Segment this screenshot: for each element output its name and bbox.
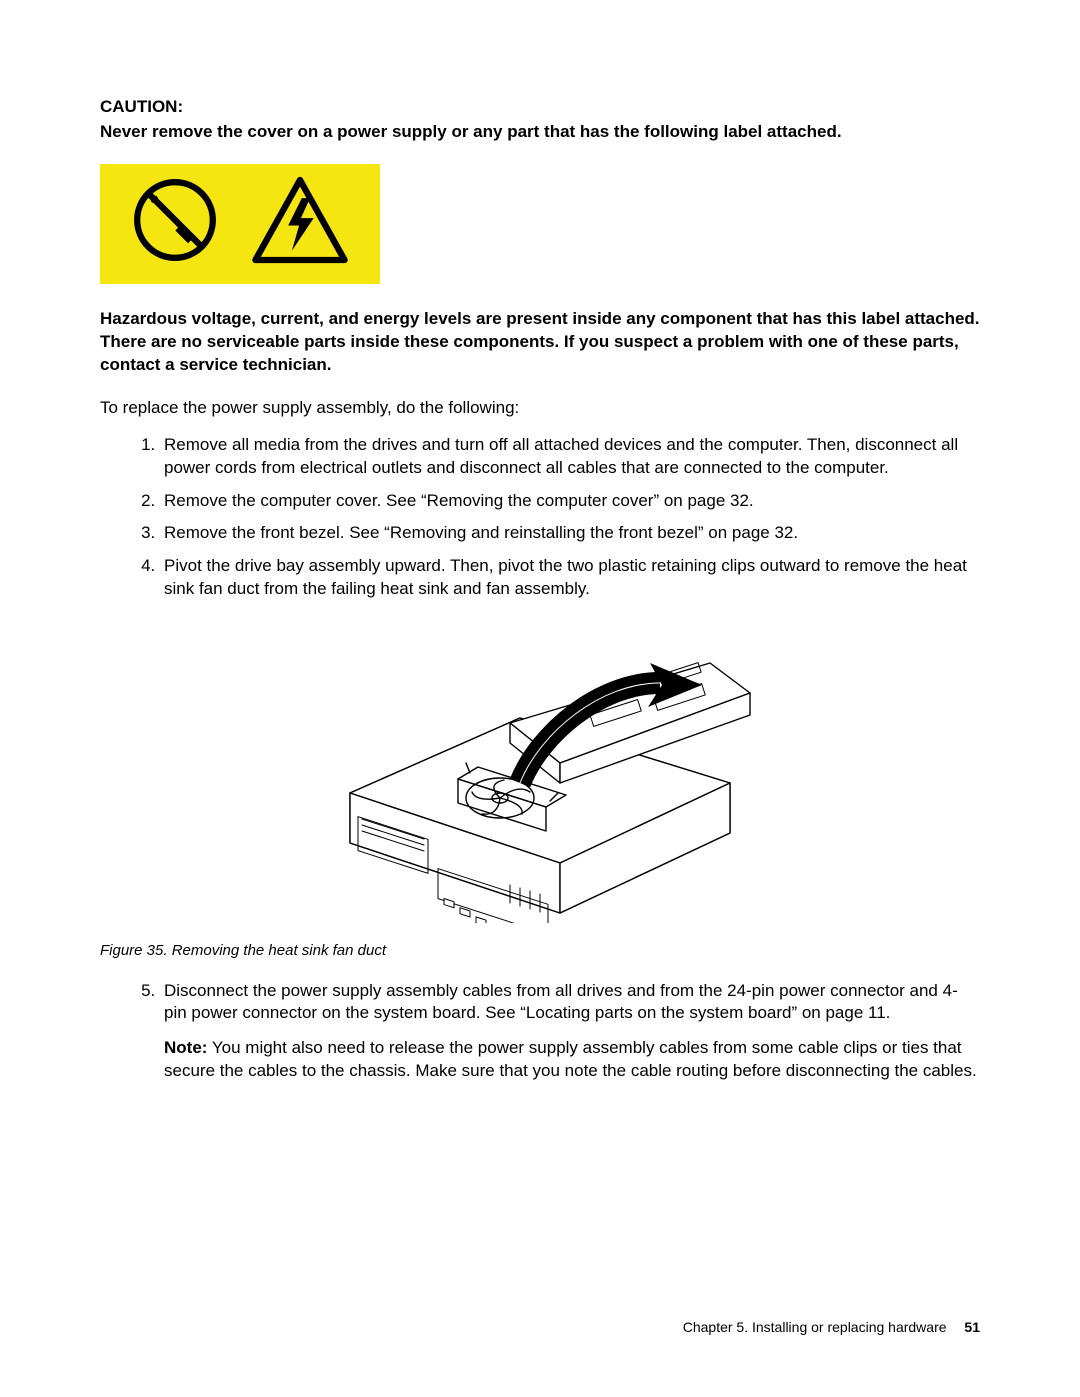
steps-list-1-4: Remove all media from the drives and tur… — [100, 434, 980, 602]
step-3: Remove the front bezel. See “Removing an… — [160, 522, 980, 545]
note-label: Note: — [164, 1038, 207, 1057]
figure-35-caption: Figure 35. Removing the heat sink fan du… — [100, 941, 980, 961]
step-5: Disconnect the power supply assembly cab… — [160, 980, 980, 1084]
note-text: You might also need to release the power… — [164, 1038, 977, 1080]
intro-text: To replace the power supply assembly, do… — [100, 397, 980, 420]
footer-chapter: Chapter 5. Installing or replacing hardw… — [683, 1319, 947, 1335]
step-1: Remove all media from the drives and tur… — [160, 434, 980, 480]
step-2: Remove the computer cover. See “Removing… — [160, 490, 980, 513]
hazard-paragraph: Hazardous voltage, current, and energy l… — [100, 308, 980, 377]
caution-heading: CAUTION: — [100, 96, 980, 119]
page-footer: Chapter 5. Installing or replacing hardw… — [683, 1318, 980, 1337]
no-service-icon — [130, 175, 220, 272]
steps-list-5: Disconnect the power supply assembly cab… — [100, 980, 980, 1084]
footer-page-number: 51 — [964, 1319, 980, 1335]
shock-hazard-icon — [250, 173, 350, 274]
figure-35: Figure 35. Removing the heat sink fan du… — [100, 623, 980, 961]
hazard-label — [100, 164, 380, 284]
step-4: Pivot the drive bay assembly upward. The… — [160, 555, 980, 601]
figure-35-illustration — [310, 623, 770, 923]
step-5-text: Disconnect the power supply assembly cab… — [164, 981, 958, 1023]
document-page: CAUTION: Never remove the cover on a pow… — [0, 0, 1080, 1397]
caution-text: Never remove the cover on a power supply… — [100, 121, 980, 144]
